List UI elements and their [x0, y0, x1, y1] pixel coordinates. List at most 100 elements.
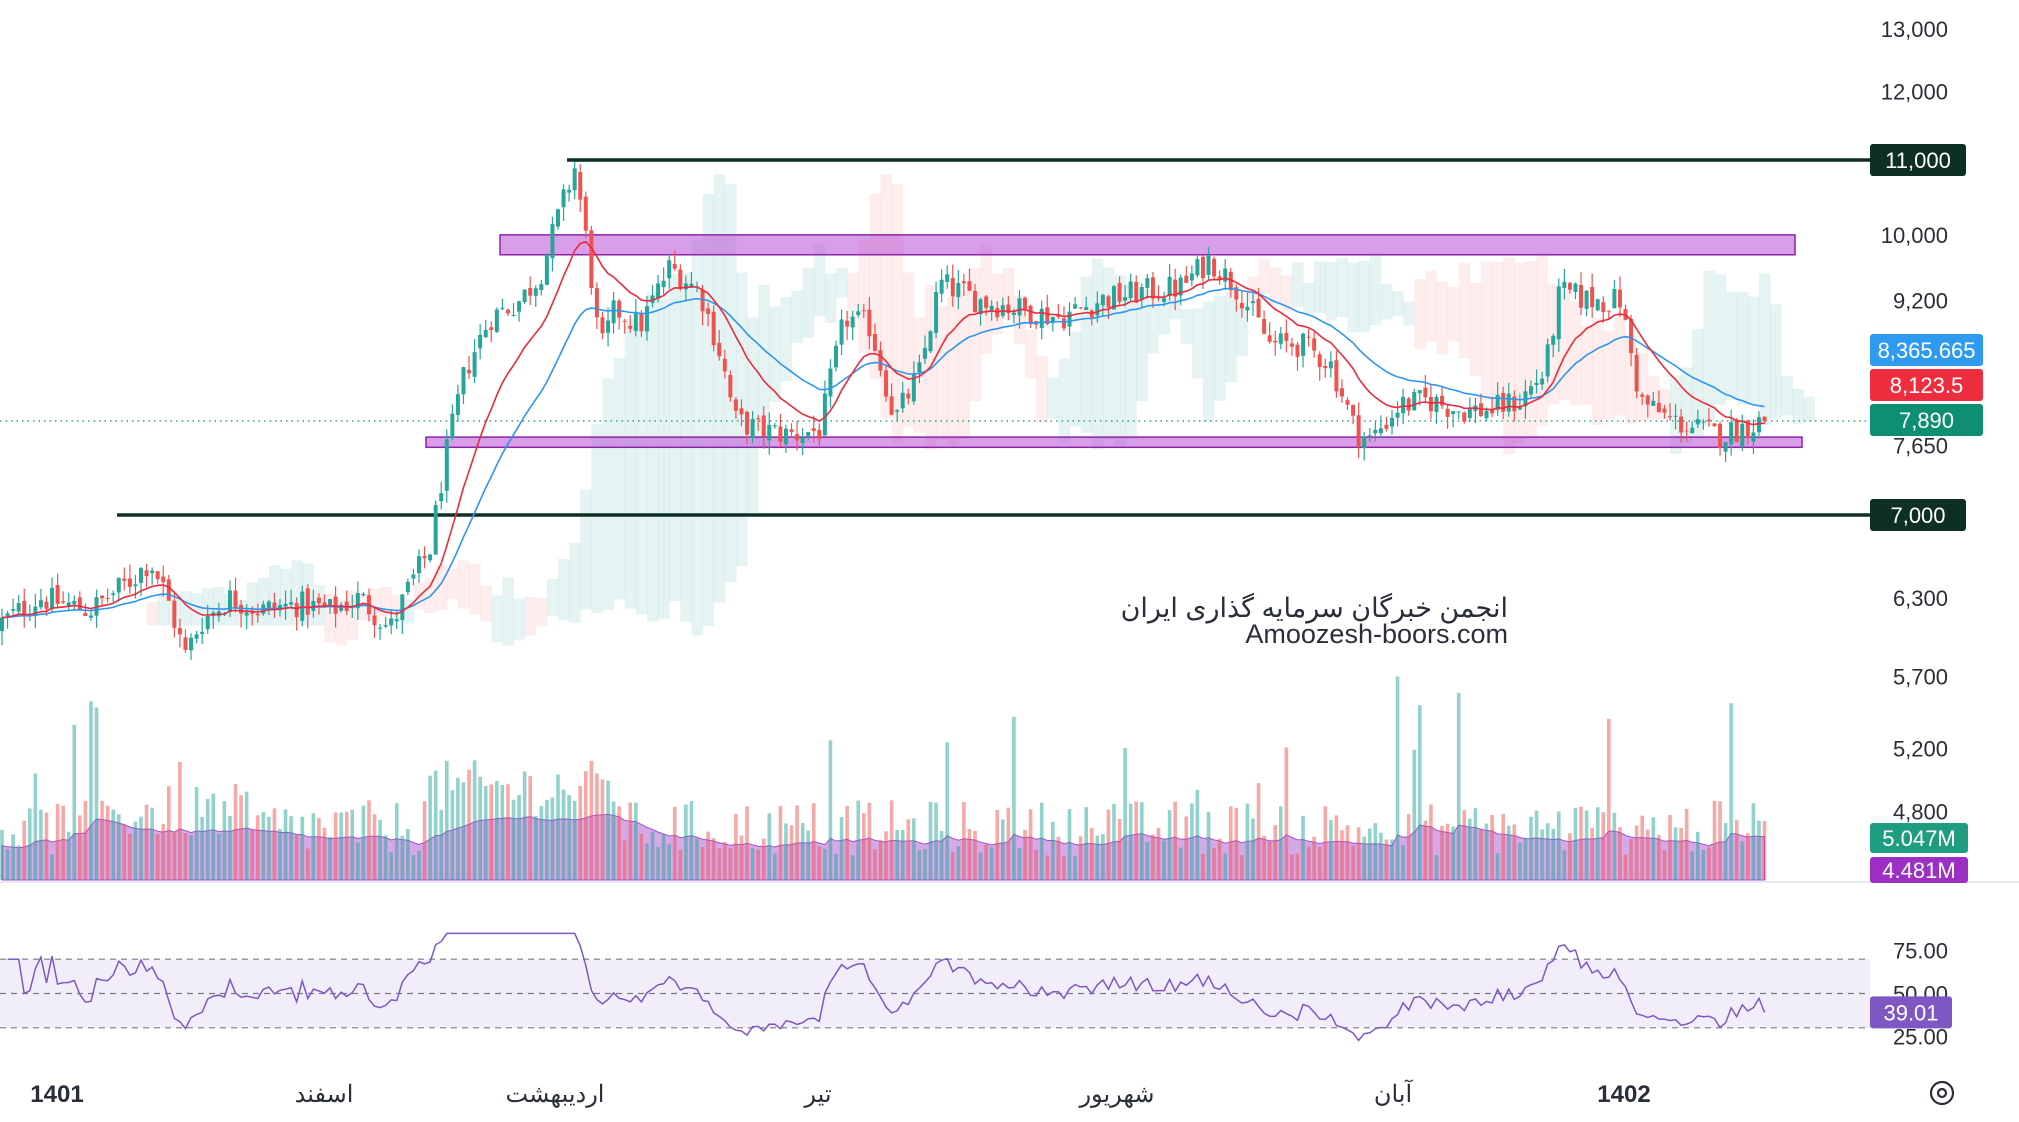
candle-body — [66, 602, 71, 606]
volume-bar — [1345, 825, 1350, 880]
volume-bar — [1290, 854, 1294, 880]
cloud-segment — [1414, 279, 1426, 350]
cloud-segment — [858, 239, 870, 354]
candle-body — [244, 612, 249, 616]
cloud-segment — [1625, 334, 1638, 424]
cloud-segment — [1525, 260, 1538, 437]
volume-bar — [1573, 807, 1578, 880]
candle-body — [1345, 400, 1350, 405]
cloud-segment — [1147, 289, 1159, 354]
volume-bar — [1607, 718, 1611, 880]
candle-body — [522, 289, 527, 303]
candle-body — [1262, 318, 1267, 334]
volume-bar — [1101, 834, 1105, 880]
rsi-line — [7, 932, 1766, 1042]
candle-body — [5, 613, 10, 617]
volume-bar — [255, 815, 260, 880]
candle-body — [1145, 278, 1150, 288]
volume-bar — [28, 808, 32, 880]
candle-body — [1178, 277, 1183, 296]
cloud-segment — [457, 560, 470, 609]
volume-bar — [1551, 828, 1556, 880]
candle-body — [1117, 282, 1122, 302]
volume-bar — [795, 805, 799, 880]
candle-body — [700, 289, 705, 312]
volume-bar — [1228, 806, 1233, 880]
candle-body — [644, 306, 649, 332]
candle-body — [589, 230, 594, 289]
volume-bar — [1106, 809, 1111, 880]
volume-bar — [16, 845, 21, 880]
candle-body — [1406, 398, 1411, 411]
volume-bar — [1384, 839, 1389, 880]
volume-bar — [1456, 692, 1461, 880]
cloud-segment — [1758, 273, 1771, 425]
volume-bar — [1162, 840, 1166, 880]
cloud-segment — [1069, 332, 1082, 427]
volume-bar — [1579, 806, 1583, 880]
volume-bar — [489, 784, 494, 880]
candle-body — [316, 597, 321, 604]
volume-bar — [878, 839, 883, 880]
volume-bar — [567, 795, 571, 880]
volume-bar — [1045, 855, 1050, 880]
volume-bar — [72, 724, 77, 880]
price-badge-bg — [1870, 369, 1983, 401]
volume-bar — [723, 842, 727, 880]
volume-bar — [1184, 816, 1189, 880]
volume-bar — [361, 805, 366, 880]
candle-body — [683, 283, 688, 290]
cloud-segment — [713, 174, 726, 603]
candle-body — [1484, 410, 1489, 419]
volume-bar — [417, 850, 421, 880]
volume-bar — [1629, 839, 1633, 880]
volume-bar — [1262, 835, 1266, 880]
candle-body — [328, 599, 333, 605]
candle-body — [461, 367, 466, 395]
candle-body — [1189, 273, 1194, 281]
candle-body — [1362, 436, 1367, 449]
range-zone — [499, 234, 1796, 256]
volume-badge-bg — [1870, 823, 1968, 853]
candle-body — [1634, 354, 1639, 392]
candle-body — [900, 392, 905, 409]
volume-bar — [1201, 854, 1205, 880]
volume-bar — [1078, 836, 1083, 880]
volume-bar — [189, 835, 193, 880]
candle-body — [1384, 424, 1389, 429]
cloud-segment — [179, 591, 192, 626]
candle-body — [16, 603, 21, 612]
candle-body — [989, 305, 994, 311]
candle-body — [606, 320, 611, 333]
range-zones — [425, 234, 1803, 449]
volume-bar — [556, 774, 560, 880]
candle-body — [1212, 258, 1217, 277]
candle-body — [822, 393, 827, 436]
volume-bar — [144, 804, 149, 880]
settings-icon[interactable] — [1929, 1080, 1955, 1106]
cloud-segment — [880, 174, 893, 419]
time-tick-label: شهریور — [1078, 1081, 1154, 1108]
cloud-segment — [435, 565, 448, 611]
volume-bar — [1540, 829, 1544, 880]
candle-body — [1167, 276, 1172, 297]
ema-red — [1, 240, 1765, 619]
cloud-segment — [1303, 282, 1315, 314]
volume-bar — [1245, 803, 1250, 880]
volume-bar — [1490, 814, 1494, 880]
cloud-segment — [824, 273, 837, 323]
volume-bar — [545, 799, 549, 880]
cloud-segment — [758, 284, 770, 448]
cloud-segment — [702, 193, 715, 627]
cloud-segment — [1703, 270, 1715, 426]
volume-bar — [611, 801, 616, 880]
candle-body — [633, 312, 638, 331]
candle-body — [311, 600, 316, 611]
volume-bar — [83, 800, 88, 880]
cloud-segment — [1002, 268, 1015, 320]
volume-bar — [1012, 716, 1016, 880]
volume-bar — [1418, 705, 1422, 880]
candle-body — [795, 434, 800, 441]
volume-bar — [1723, 823, 1728, 880]
cloud-segment — [246, 582, 259, 626]
